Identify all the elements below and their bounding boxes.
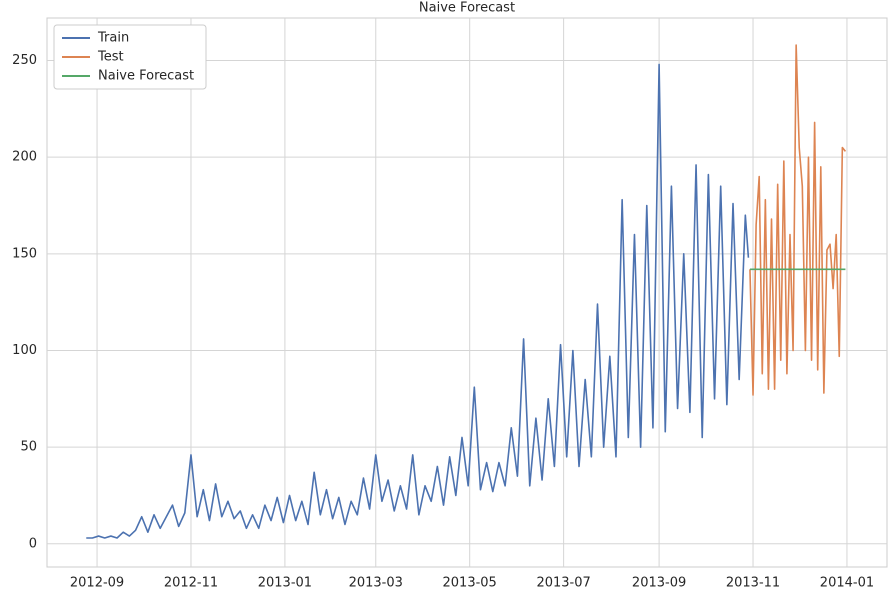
legend-label: Naive Forecast [98, 69, 194, 84]
x-tick-label: 2013-11 [726, 576, 780, 591]
x-tick-label: 2012-09 [70, 576, 124, 591]
x-tick-label: 2013-05 [443, 576, 497, 591]
legend-label: Train [97, 31, 129, 46]
y-tick-label: 200 [12, 150, 37, 165]
x-tick-label: 2013-01 [258, 576, 312, 591]
x-tick-label: 2013-03 [349, 576, 403, 591]
y-tick-label: 150 [12, 246, 37, 261]
y-tick-label: 0 [29, 536, 37, 551]
legend-box [53, 24, 207, 90]
x-tick-label: 2013-07 [536, 576, 590, 591]
legend-label: Test [97, 50, 124, 65]
y-tick-label: 100 [12, 343, 37, 358]
x-tick-label: 2014-01 [820, 576, 874, 591]
chart-title: Naive Forecast [419, 1, 515, 16]
line [749, 44, 847, 396]
x-tick-label: 2013-09 [632, 576, 686, 591]
y-tick-label: 50 [20, 440, 37, 455]
x-tick-label: 2012-11 [164, 576, 218, 591]
y-tick-label: 250 [12, 53, 37, 68]
line [86, 63, 750, 539]
